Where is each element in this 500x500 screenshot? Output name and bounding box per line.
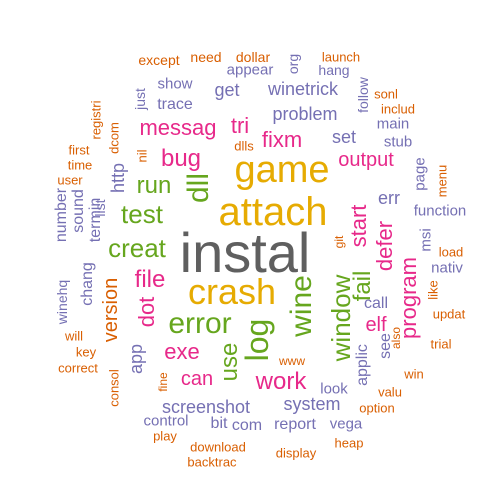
word-main: main [376, 115, 410, 133]
word-dlls: dlls [234, 138, 254, 154]
word-report: report [274, 416, 316, 433]
word-file: file [134, 266, 166, 293]
word-will: will [64, 328, 84, 344]
word-control: control [143, 412, 189, 430]
word-dot: dot [134, 296, 159, 328]
word-sonl: sonl [374, 86, 398, 102]
word-can: can [180, 368, 214, 390]
word-appear: appear [226, 61, 274, 79]
word-look: look [320, 380, 348, 398]
word-com: com [231, 417, 263, 434]
word-output: output [338, 149, 394, 171]
word-wine: wine [285, 275, 318, 337]
word-applic: applic [354, 344, 371, 386]
word-time: time [67, 157, 93, 173]
word-trial: trial [430, 336, 452, 352]
word-bug: bug [160, 145, 202, 172]
word-error: error [168, 307, 232, 340]
word-instal: instal [179, 221, 311, 284]
word-user: user [57, 172, 83, 188]
word-number: number [53, 187, 70, 243]
word-system: system [283, 394, 341, 414]
word-problem: problem [272, 104, 338, 124]
word-app: app [126, 343, 146, 375]
word-like: like [425, 280, 441, 300]
word-display: display [275, 445, 317, 461]
word-trace: trace [157, 96, 193, 113]
word-also: also [389, 326, 403, 350]
word-version: version [100, 277, 122, 343]
word-www: www [279, 354, 305, 368]
word-start: start [346, 204, 371, 248]
word-heap: heap [334, 435, 364, 451]
word-registri: registri [88, 100, 104, 140]
word-git: git [332, 235, 346, 249]
word-exe: exe [164, 339, 200, 364]
word-test: test [121, 199, 163, 229]
word-creat: creat [108, 233, 166, 263]
word-use: use [216, 342, 243, 382]
word-messag: messag [139, 115, 217, 140]
word-just: just [132, 88, 148, 110]
word-except: except [138, 52, 180, 68]
word-tri: tri [230, 113, 250, 138]
word-function: function [413, 202, 467, 220]
word-first: first [68, 142, 90, 158]
word-screenshot: screenshot [161, 397, 251, 417]
word-nil: nil [134, 149, 150, 163]
word-dcom: dcom [106, 122, 122, 154]
word-fixm: fixm [261, 127, 303, 152]
word-list: list [92, 199, 108, 217]
word-vega: vega [329, 415, 363, 433]
word-nativ: nativ [431, 259, 463, 277]
word-show: show [157, 75, 193, 93]
word-set: set [331, 127, 357, 147]
word-dll: dll [182, 172, 215, 204]
word-work: work [255, 368, 307, 395]
word-follow: follow [355, 77, 371, 113]
word-elf: elf [365, 314, 387, 336]
word-http: http [108, 162, 128, 194]
word-updat: updat [432, 306, 466, 322]
word-attach: attach [218, 190, 328, 234]
word-load: load [438, 244, 464, 260]
word-dollar: dollar [235, 49, 271, 65]
word-crash: crash [187, 271, 277, 312]
word-win: win [404, 366, 424, 382]
word-winetrick: winetrick [267, 79, 339, 99]
word-key: key [75, 344, 97, 360]
word-page: page [411, 157, 429, 191]
word-launch: launch [321, 49, 361, 65]
word-msi: msi [417, 228, 435, 252]
word-menu: menu [434, 164, 450, 198]
word-chang: chang [79, 262, 96, 306]
word-fine: fine [156, 372, 170, 392]
word-valu: valu [378, 384, 402, 400]
word-game: game [234, 149, 330, 191]
word-backtrac: backtrac [187, 454, 237, 470]
word-winehq: winehq [54, 279, 70, 325]
word-includ: includ [381, 101, 415, 117]
word-play: play [153, 428, 177, 444]
word-err: err [378, 188, 400, 208]
word-run: run [136, 172, 172, 199]
word-defer: defer [372, 220, 397, 272]
word-consol: consol [106, 369, 122, 407]
word-need: need [190, 49, 222, 65]
word-bit: bit [210, 415, 228, 432]
word-log: log [239, 318, 275, 362]
word-call: call [363, 295, 389, 312]
word-stub: stub [383, 133, 413, 151]
word-sound: sound [70, 189, 87, 233]
word-option: option [359, 400, 395, 416]
word-download: download [190, 439, 246, 455]
word-hang: hang [318, 62, 350, 78]
word-org: org [285, 53, 301, 75]
word-correct: correct [58, 360, 98, 376]
word-get: get [214, 80, 240, 100]
